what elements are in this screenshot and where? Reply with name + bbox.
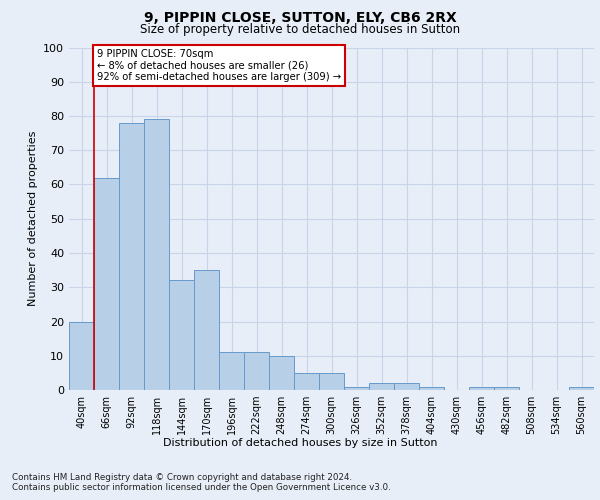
Text: 9, PIPPIN CLOSE, SUTTON, ELY, CB6 2RX: 9, PIPPIN CLOSE, SUTTON, ELY, CB6 2RX — [143, 11, 457, 25]
Bar — [419, 386, 444, 390]
Text: Contains public sector information licensed under the Open Government Licence v3: Contains public sector information licen… — [12, 484, 391, 492]
Text: Size of property relative to detached houses in Sutton: Size of property relative to detached ho… — [140, 22, 460, 36]
Bar — [69, 322, 94, 390]
Bar — [119, 123, 144, 390]
Bar — [219, 352, 244, 390]
Bar — [269, 356, 294, 390]
Bar — [169, 280, 194, 390]
Bar — [369, 383, 394, 390]
Bar — [569, 386, 594, 390]
Bar — [294, 373, 319, 390]
Bar — [194, 270, 219, 390]
Text: Contains HM Land Registry data © Crown copyright and database right 2024.: Contains HM Land Registry data © Crown c… — [12, 472, 352, 482]
Text: Distribution of detached houses by size in Sutton: Distribution of detached houses by size … — [163, 438, 437, 448]
Bar — [144, 120, 169, 390]
Bar — [244, 352, 269, 390]
Bar — [469, 386, 494, 390]
Bar — [344, 386, 369, 390]
Y-axis label: Number of detached properties: Number of detached properties — [28, 131, 38, 306]
Bar — [94, 178, 119, 390]
Bar — [394, 383, 419, 390]
Text: 9 PIPPIN CLOSE: 70sqm
← 8% of detached houses are smaller (26)
92% of semi-detac: 9 PIPPIN CLOSE: 70sqm ← 8% of detached h… — [97, 49, 341, 82]
Bar — [494, 386, 519, 390]
Bar — [319, 373, 344, 390]
